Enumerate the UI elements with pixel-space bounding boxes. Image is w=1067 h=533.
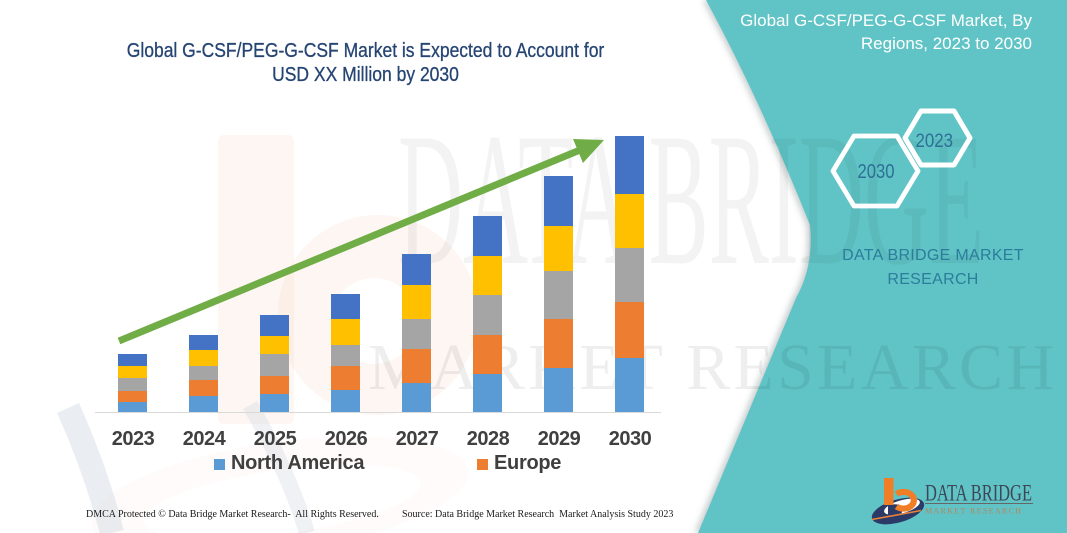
- svg-text:2030: 2030: [858, 161, 895, 183]
- svg-text:2023: 2023: [916, 131, 954, 152]
- svg-text:MARKET RESEARCH: MARKET RESEARCH: [925, 507, 1021, 516]
- svg-text:DATA BRIDGE: DATA BRIDGE: [925, 481, 1032, 506]
